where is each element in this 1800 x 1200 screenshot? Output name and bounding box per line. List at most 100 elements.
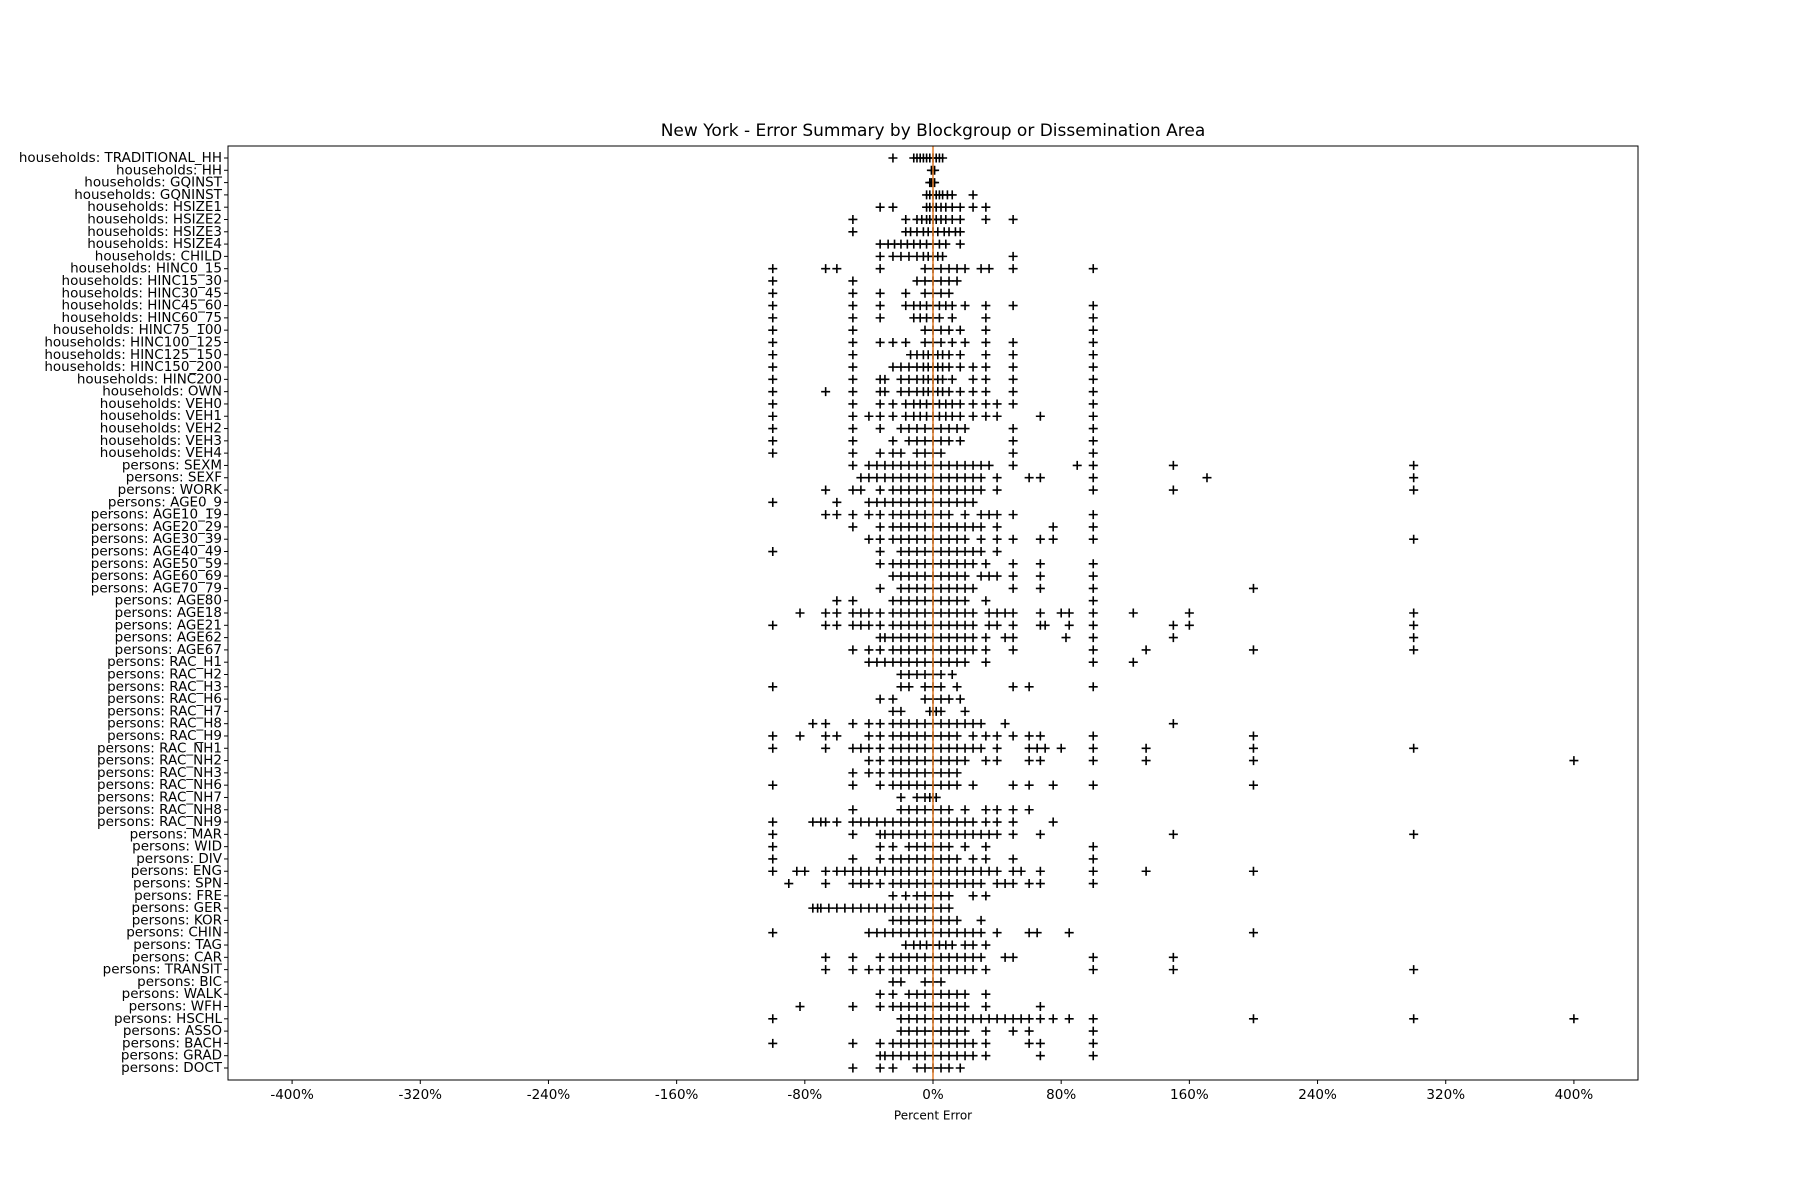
point [952,780,962,790]
point [1088,780,1098,790]
point [955,399,965,409]
point [1008,436,1018,446]
point [968,780,978,790]
y-tick-label: persons: RAC_NH2 [97,753,222,769]
y-tick-label: persons: WFH [129,999,222,1015]
point [968,965,978,975]
point [904,473,914,483]
point [1064,1014,1074,1024]
point [944,1002,954,1012]
point [872,473,882,483]
point [944,903,954,913]
point [936,460,946,470]
point [981,387,991,397]
point [968,829,978,839]
point [848,817,858,827]
point [896,1038,906,1048]
point [968,497,978,507]
point [944,547,954,557]
point [981,645,991,655]
point [1048,534,1058,544]
point [896,559,906,569]
point [981,989,991,999]
point [880,657,890,667]
y-tick-label: households: HINC75_100 [53,322,222,338]
point [936,325,946,335]
point [848,596,858,606]
point [904,1051,914,1061]
point [952,460,962,470]
point [875,522,885,532]
x-tick-label: 160% [1170,1087,1209,1103]
point [936,731,946,741]
point [968,190,978,200]
point [904,596,914,606]
point [1024,743,1034,753]
point [875,337,885,347]
point [944,497,954,507]
point [936,645,946,655]
point [1088,460,1098,470]
point [955,325,965,335]
point [960,608,970,618]
point [955,411,965,421]
point [856,903,866,913]
point [944,510,954,520]
point [960,866,970,876]
point [832,731,842,741]
point [960,596,970,606]
point [981,1038,991,1048]
point [960,743,970,753]
point [896,854,906,864]
point [1024,928,1034,938]
point [938,251,948,261]
point [968,1014,978,1024]
point [936,485,946,495]
point [888,719,898,729]
point [936,805,946,815]
point [1088,510,1098,520]
point [768,313,778,323]
point [872,903,882,913]
point [904,866,914,876]
point [912,891,922,901]
point [960,473,970,483]
point [936,743,946,753]
point [968,854,978,864]
point [992,928,1002,938]
point [901,214,911,224]
point [912,915,922,925]
point [960,928,970,938]
point [1141,743,1151,753]
point [768,743,778,753]
point [875,608,885,618]
point [1008,337,1018,347]
point [896,497,906,507]
point [952,571,962,581]
point [795,1002,805,1012]
point [936,903,946,913]
y-tick-label: persons: AGE80 [115,593,222,609]
point [976,743,986,753]
y-tick-label: households: HINC15_30 [62,273,222,289]
point [848,325,858,335]
y-tick-label: persons: AGE70_79 [91,580,222,596]
y-tick-label: households: VEH3 [100,433,222,449]
point [912,473,922,483]
point [896,424,906,434]
point [912,485,922,495]
point [1088,854,1098,864]
point [952,719,962,729]
point [1088,325,1098,335]
point [1008,952,1018,962]
point [856,608,866,618]
y-tick-label: households: VEH0 [100,396,222,412]
point [981,1051,991,1061]
point [768,325,778,335]
y-tick-label: persons: RAC_H1 [107,654,222,670]
point [920,1014,930,1024]
point [1035,534,1045,544]
point [888,817,898,827]
point [912,620,922,630]
point [968,583,978,593]
